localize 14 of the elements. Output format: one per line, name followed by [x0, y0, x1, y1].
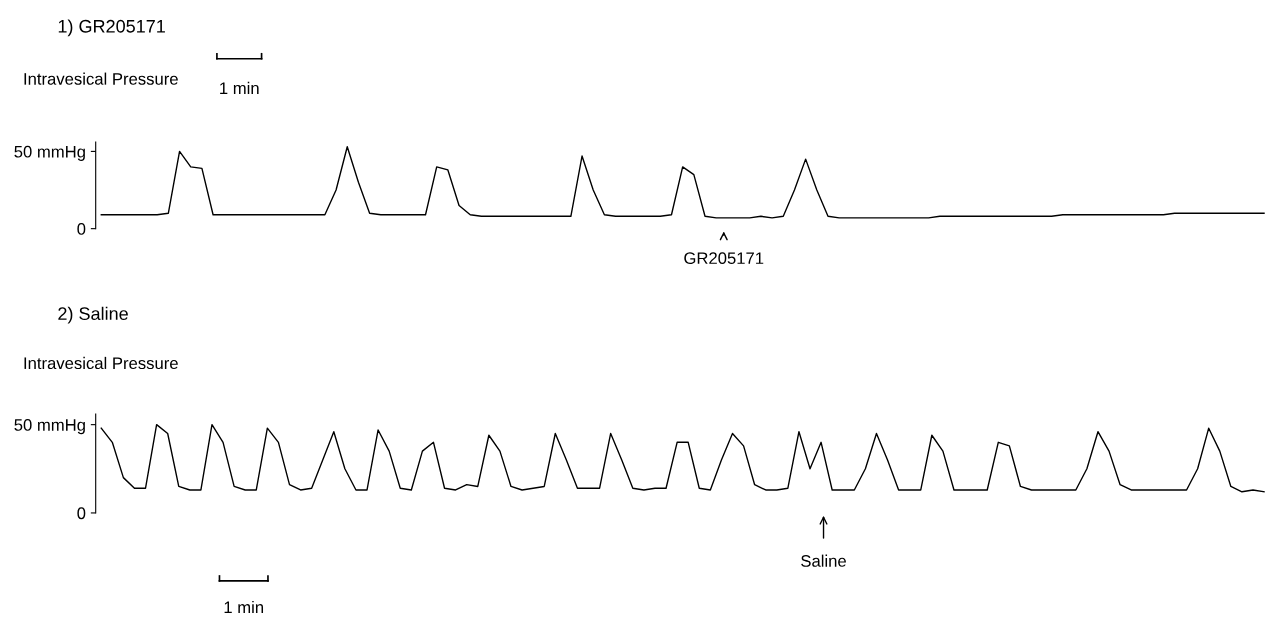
- text: 1 min: [220, 81, 259, 94]
- line-series: [100, 146, 1265, 219]
- line-series: [100, 423, 1265, 493]
- y-axis-title: Intravesical Pressure: [24, 356, 178, 370]
- text: GR205171: [684, 252, 764, 265]
- text: Saline: [801, 554, 846, 567]
- text: 1 min: [224, 600, 264, 614]
- y-axis-title: Intravesical Pressure: [24, 72, 178, 85]
- chart-title: 2) Saline: [58, 306, 128, 324]
- y-tick-label: 50 mmHg: [14, 145, 85, 161]
- y-tick-label: 0: [77, 507, 86, 520]
- y-tick-label: 0: [77, 223, 86, 235]
- y-tick-label: 50 mmHg: [14, 419, 85, 435]
- chart-title: 1) GR205171: [58, 19, 165, 37]
